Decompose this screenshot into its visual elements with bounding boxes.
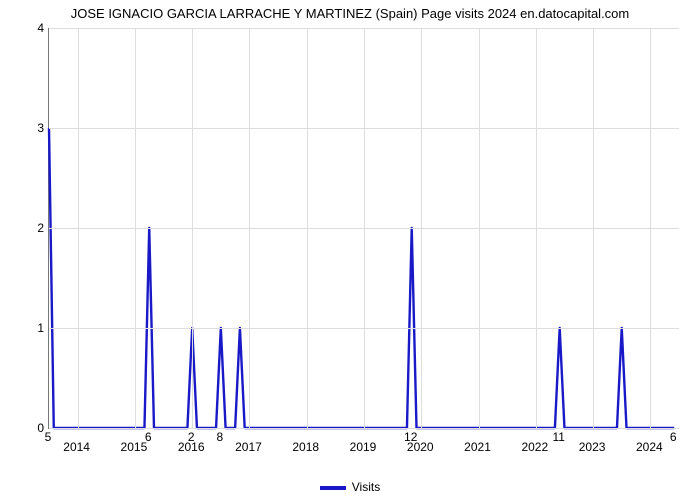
- value-label: 2: [188, 430, 195, 444]
- ytick-label: 0: [0, 421, 44, 435]
- legend: Visits: [0, 480, 700, 494]
- xtick-label: 2023: [579, 440, 606, 454]
- legend-label: Visits: [352, 480, 380, 494]
- vgrid: [135, 28, 136, 428]
- value-label: 11: [552, 430, 564, 444]
- vgrid: [479, 28, 480, 428]
- xtick-label: 2017: [235, 440, 262, 454]
- xtick-label: 2019: [350, 440, 377, 454]
- plot-area: [48, 28, 679, 429]
- xtick-label: 2022: [521, 440, 548, 454]
- ytick-label: 2: [0, 221, 44, 235]
- legend-swatch: [320, 486, 346, 490]
- vgrid: [536, 28, 537, 428]
- hgrid: [49, 428, 679, 429]
- vgrid: [421, 28, 422, 428]
- xtick-label: 2018: [292, 440, 319, 454]
- xtick-label: 2015: [121, 440, 148, 454]
- value-label: 12: [404, 430, 417, 444]
- value-label: 5: [45, 430, 52, 444]
- xtick-label: 2024: [636, 440, 663, 454]
- vgrid: [78, 28, 79, 428]
- value-label: 8: [216, 430, 223, 444]
- vgrid: [192, 28, 193, 428]
- value-label: 6: [670, 430, 677, 444]
- vgrid: [249, 28, 250, 428]
- chart-title: JOSE IGNACIO GARCIA LARRACHE Y MARTINEZ …: [0, 6, 700, 21]
- chart-container: { "chart": { "type": "line", "title": "J…: [0, 0, 700, 500]
- vgrid: [307, 28, 308, 428]
- value-label: 6: [145, 430, 152, 444]
- ytick-label: 3: [0, 121, 44, 135]
- ytick-label: 4: [0, 21, 44, 35]
- vgrid: [650, 28, 651, 428]
- vgrid: [364, 28, 365, 428]
- vgrid: [593, 28, 594, 428]
- xtick-label: 2014: [63, 440, 90, 454]
- ytick-label: 1: [0, 321, 44, 335]
- xtick-label: 2021: [464, 440, 491, 454]
